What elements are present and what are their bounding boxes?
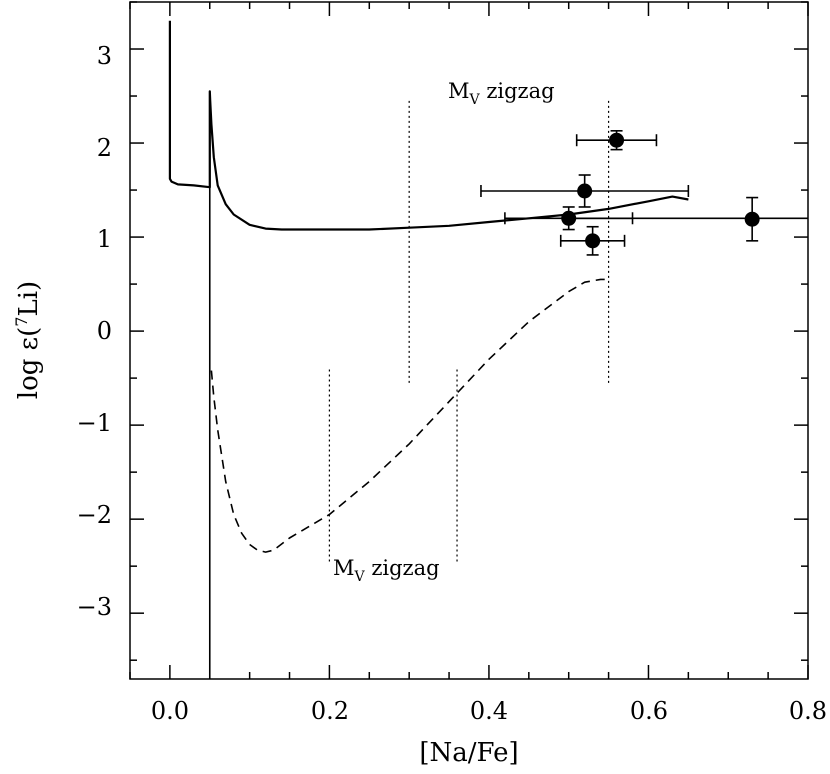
data-point	[609, 132, 625, 148]
x-tick-labels: 0.0 0.2 0.4 0.6 0.8	[151, 697, 827, 725]
x-tick-label: 0.6	[630, 697, 668, 725]
annotation-upper-zigzag: MV zigzag	[448, 79, 555, 108]
x-tick-label: 0.2	[311, 697, 349, 725]
y-tick-labels: 3 2 1 0 −1 −2 −3	[77, 42, 112, 621]
model-dashed-line	[210, 278, 609, 553]
model-curves	[168, 20, 689, 553]
model-solid-line	[168, 20, 689, 231]
plot-frame	[129, 1, 809, 680]
x-tick-label: 0.8	[789, 697, 827, 725]
reference-lines	[208, 91, 808, 679]
x-axis-title: [Na/Fe]	[419, 738, 518, 768]
x-tick-label: 0.0	[151, 697, 189, 725]
y-tick-label: 1	[97, 225, 112, 253]
axis-ticks	[129, 1, 809, 679]
data-point	[561, 210, 577, 226]
y-tick-label: −1	[77, 409, 112, 437]
annotation-lower-zigzag: MV zigzag	[333, 556, 440, 585]
data-point	[577, 183, 593, 199]
y-axis-title: log ε(7Li)	[12, 281, 44, 399]
data-points	[480, 130, 760, 256]
y-tick-label: 0	[97, 317, 112, 345]
y-tick-label: −3	[77, 593, 112, 621]
y-tick-label: −2	[77, 501, 112, 529]
data-point	[744, 211, 760, 227]
x-tick-label: 0.4	[470, 697, 508, 725]
y-tick-label: 3	[97, 42, 112, 70]
y-tick-label: 2	[97, 134, 112, 162]
data-point	[585, 233, 601, 249]
